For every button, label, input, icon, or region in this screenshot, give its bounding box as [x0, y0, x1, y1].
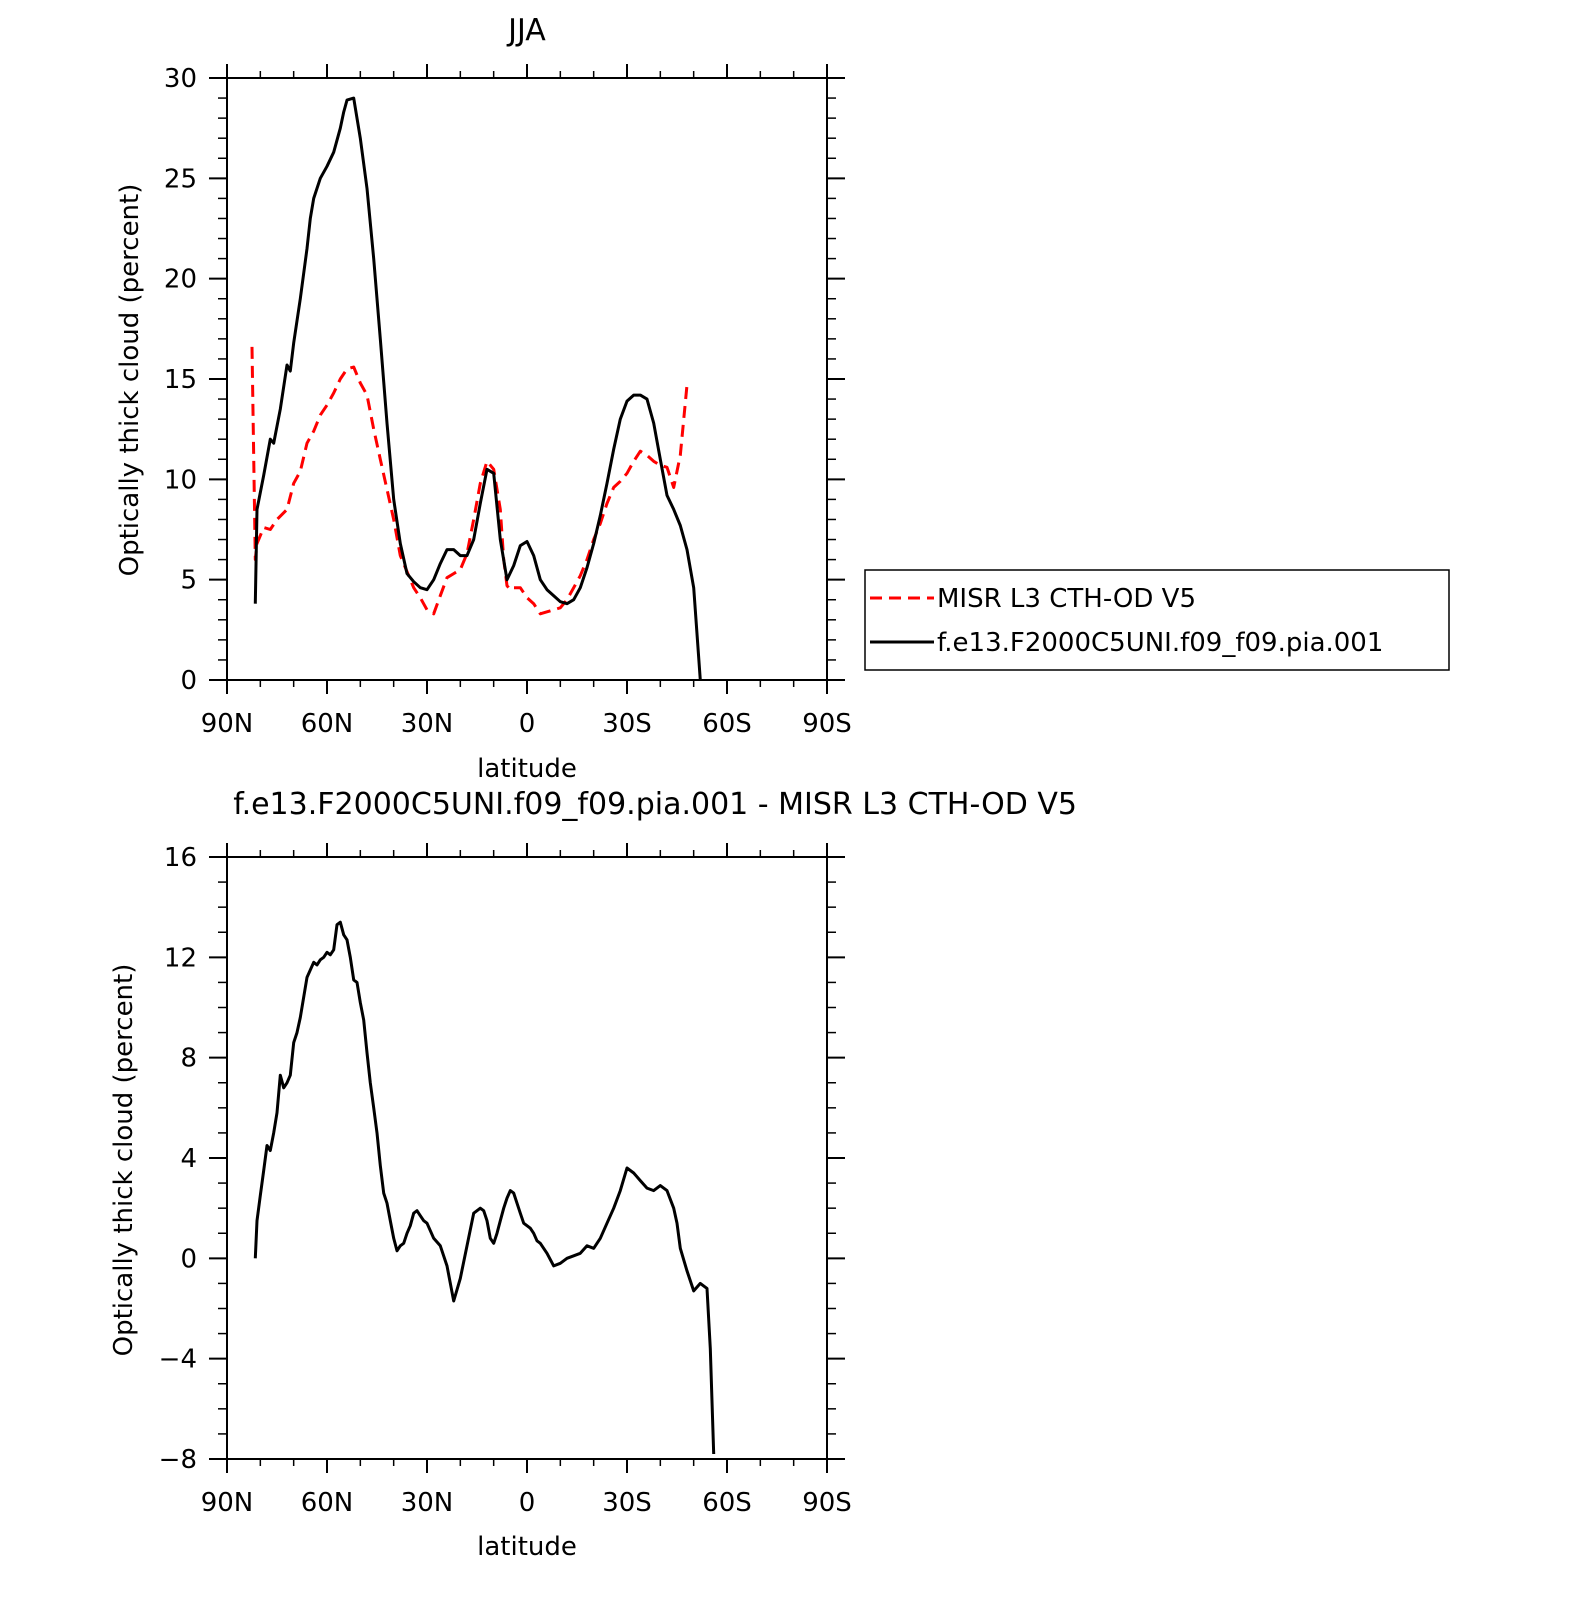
bottom-x-tick-label: 90S: [802, 1488, 852, 1518]
bottom-y-tick-label: 4: [180, 1144, 197, 1174]
bottom-y-tick-label: −8: [159, 1445, 197, 1475]
bottom-y-axis-label: Optically thick cloud (percent): [109, 964, 139, 1357]
bottom-x-tick-label: 60S: [702, 1488, 752, 1518]
top-series-line-0: [250, 346, 689, 616]
bottom-y-tick-label: −4: [159, 1345, 197, 1375]
bottom-x-tick-label: 90N: [201, 1488, 254, 1518]
legend-box: [864, 569, 1450, 671]
bottom-x-tick-label: 60N: [301, 1488, 354, 1518]
bottom-y-tick-label: 8: [180, 1044, 197, 1074]
top-chart: JJA 90N 60N 30N 0 30S 60S 90S 0 5 10 15 20 25 30 lati…: [115, 13, 1450, 784]
top-y-tick-label: 10: [164, 465, 197, 495]
top-x-tick-label: 30S: [602, 709, 652, 739]
top-chart-title: JJA: [506, 13, 546, 48]
top-x-tick-label: 0: [519, 709, 536, 739]
top-plot-frame: [226, 77, 828, 681]
legend-label-model: f.e13.F2000C5UNI.f09_f09.pia.001: [937, 628, 1383, 658]
legend-label-misr: MISR L3 CTH-OD V5: [937, 584, 1196, 614]
top-y-tick-label: 20: [164, 265, 197, 295]
bottom-x-tick-label: 30S: [602, 1488, 652, 1518]
bottom-chart: f.e13.F2000C5UNI.f09_f09.pia.001 - MISR …: [109, 787, 1077, 1562]
top-y-tick-label: 30: [164, 64, 197, 94]
top-y-tick-label: 0: [180, 666, 197, 696]
top-y-tick-label: 15: [164, 365, 197, 395]
bottom-plot-frame: [226, 856, 828, 1460]
top-x-tick-label: 30N: [401, 709, 454, 739]
top-series: [250, 96, 702, 681]
bottom-y-tick-label: 0: [180, 1244, 197, 1274]
top-series-line-1: [253, 96, 702, 681]
top-ticks: 90N 60N 30N 0 30S 60S 90S 0 5 10 15 20 25 30: [164, 64, 852, 739]
top-y-tick-label: 5: [180, 566, 197, 596]
bottom-x-tick-label: 30N: [401, 1488, 454, 1518]
top-x-axis-label: latitude: [477, 754, 577, 784]
top-x-tick-label: 60N: [301, 709, 354, 739]
bottom-x-axis-label: latitude: [477, 1532, 577, 1562]
top-x-tick-label: 60S: [702, 709, 752, 739]
bottom-chart-title: f.e13.F2000C5UNI.f09_f09.pia.001 - MISR …: [233, 787, 1077, 822]
bottom-y-tick-label: 12: [164, 943, 197, 973]
bottom-series: [253, 920, 716, 1455]
top-x-tick-label: 90N: [201, 709, 254, 739]
top-x-tick-label: 90S: [802, 709, 852, 739]
bottom-series-line-0: [253, 920, 716, 1455]
legend: MISR L3 CTH-OD V5 f.e13.F2000C5UNI.f09_f…: [864, 569, 1450, 671]
bottom-x-tick-label: 0: [519, 1488, 536, 1518]
top-y-axis-label: Optically thick cloud (percent): [115, 184, 145, 577]
bottom-y-tick-label: 16: [164, 843, 197, 873]
bottom-ticks: 90N 60N 30N 0 30S 60S 90S −8 −4 0 4 8 12 16: [159, 843, 852, 1518]
top-y-tick-label: 25: [164, 164, 197, 194]
